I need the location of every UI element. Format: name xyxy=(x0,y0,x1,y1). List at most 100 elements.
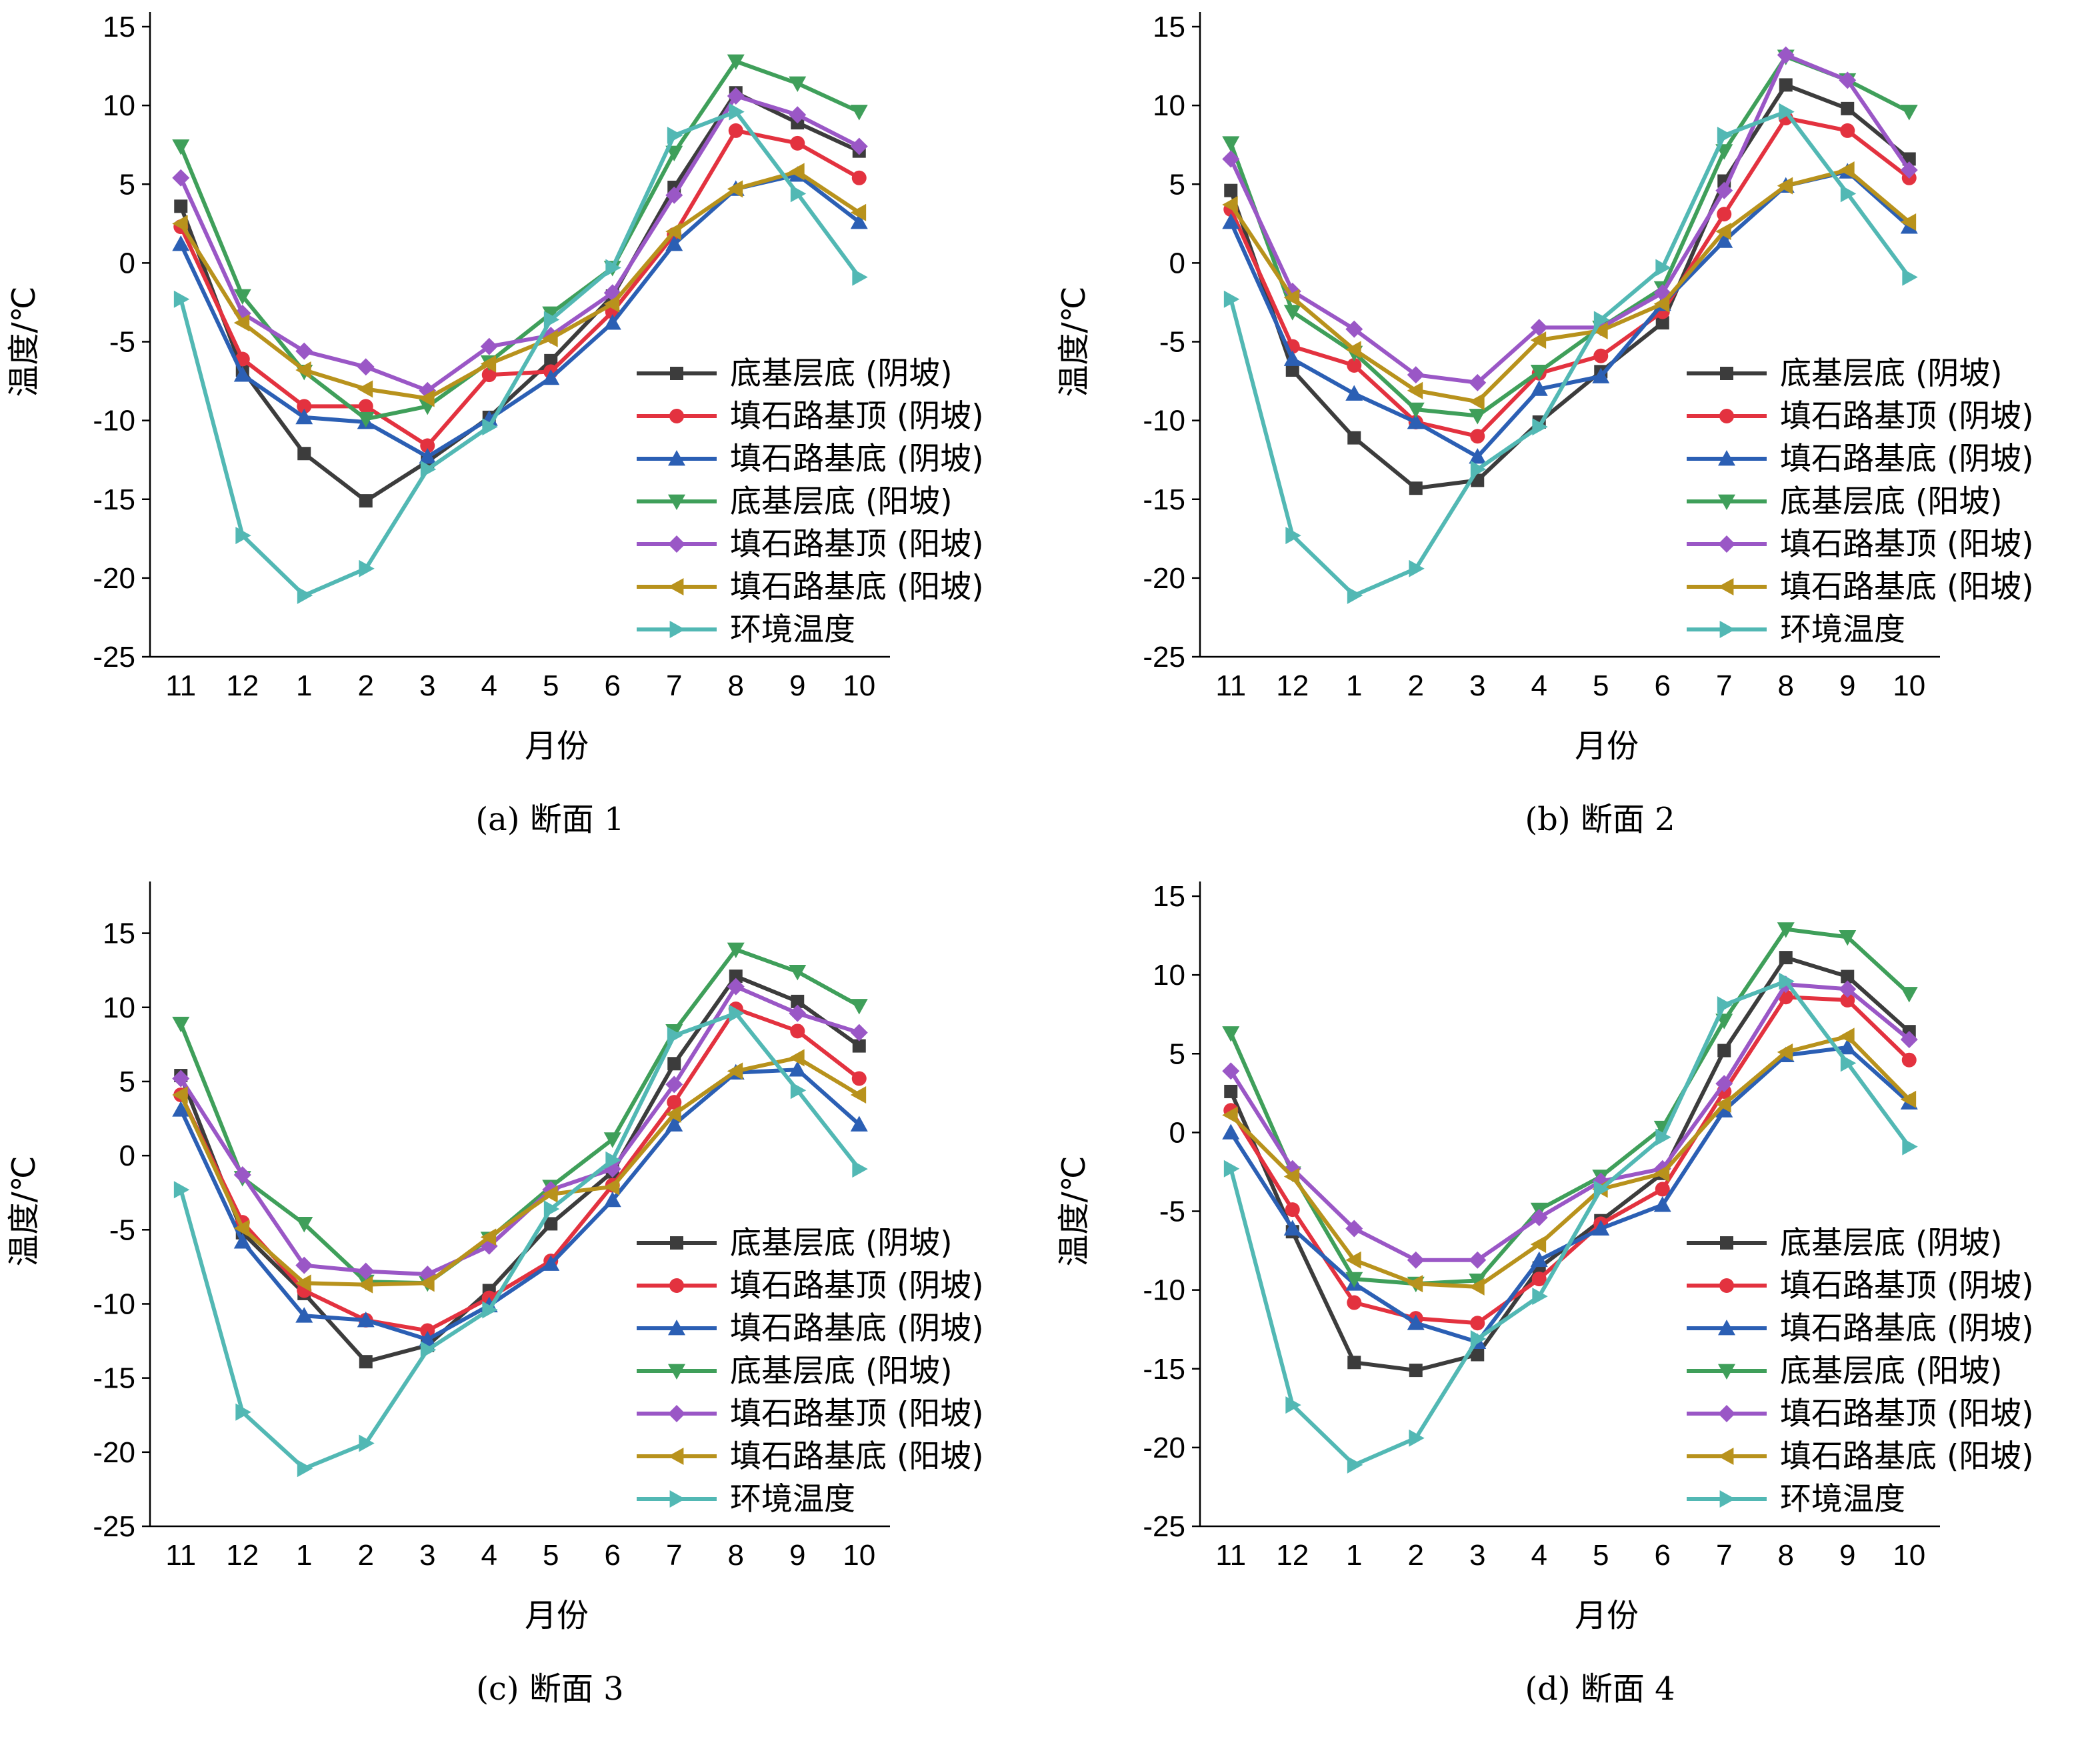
data-point xyxy=(1902,268,1918,286)
x-tick-label: 1 xyxy=(1346,1539,1362,1572)
series-6 xyxy=(172,163,867,407)
chart-panel-b: -25 -20 -15 -10 -5 0 5 10 15 11 12 1 2 3 4 5 6 7 8 9 10 月份 温度/… xyxy=(1050,0,2100,869)
data-point xyxy=(790,185,807,203)
x-tick-label: 1 xyxy=(1346,669,1362,702)
legend-marker xyxy=(1718,578,1734,595)
data-point xyxy=(1409,1429,1425,1447)
legend-item: 底基层底 (阳坡) xyxy=(1687,1353,2003,1390)
data-point xyxy=(480,355,497,373)
data-point xyxy=(789,163,805,181)
x-tick-label: 12 xyxy=(1276,669,1309,702)
data-point xyxy=(1223,1160,1240,1178)
data-point xyxy=(1592,367,1610,383)
data-point xyxy=(1222,1062,1240,1080)
data-point xyxy=(1653,295,1670,313)
data-point xyxy=(1900,1030,1918,1048)
x-tick-label: 11 xyxy=(1215,669,1246,702)
panel-caption: (c) 断面 3 xyxy=(476,1670,623,1708)
data-point xyxy=(790,1082,807,1100)
data-point xyxy=(1777,922,1795,938)
data-point xyxy=(1715,1102,1733,1118)
data-point xyxy=(1717,996,1733,1014)
data-point xyxy=(1222,195,1238,213)
legend-marker xyxy=(669,1278,684,1293)
x-axis-title: 月份 xyxy=(1575,1597,1639,1634)
legend-marker xyxy=(1718,494,1735,510)
legend-item: 底基层底 (阴坡) xyxy=(637,355,953,392)
data-point xyxy=(1840,185,1857,203)
data-point xyxy=(1655,316,1669,330)
data-point xyxy=(1900,1090,1917,1108)
y-tick-label: -25 xyxy=(93,641,135,673)
legend-label: 填石路基底 (阳坡) xyxy=(1780,1438,2034,1475)
legend-label: 底基层底 (阴坡) xyxy=(730,355,953,392)
legend: 底基层底 (阴坡) 填石路基顶 (阴坡) 填石路基底 (阴坡) 底基层底 (阳坡) 填石… xyxy=(637,1225,984,1518)
data-point xyxy=(420,438,435,453)
data-point xyxy=(419,1274,435,1292)
data-point xyxy=(727,87,745,105)
y-tick-label: 0 xyxy=(119,1140,135,1172)
legend-item: 底基层底 (阴坡) xyxy=(637,1225,953,1262)
data-point xyxy=(1592,1220,1610,1236)
data-point xyxy=(1839,930,1857,946)
legend-label: 填石路基底 (阴坡) xyxy=(1780,1310,2034,1347)
y-tick-label: 0 xyxy=(119,247,135,279)
legend-label: 填石路基顶 (阳坡) xyxy=(1780,1396,2034,1432)
data-point xyxy=(359,559,375,577)
y-tick-label: -10 xyxy=(93,1288,135,1320)
legend-label: 填石路基底 (阴坡) xyxy=(730,441,984,477)
data-point xyxy=(174,199,188,213)
y-tick-label: -20 xyxy=(93,1436,135,1469)
data-point xyxy=(1777,1043,1793,1061)
legend-marker xyxy=(1718,1405,1735,1422)
data-point xyxy=(482,1301,498,1319)
data-point xyxy=(1409,481,1423,495)
x-tick-label: 8 xyxy=(1778,669,1794,702)
data-point xyxy=(603,1178,620,1196)
data-point xyxy=(789,1049,805,1067)
data-point xyxy=(233,289,251,305)
x-tick-label: 10 xyxy=(843,669,875,702)
y-axis-title: 温度/℃ xyxy=(5,1156,43,1266)
y-tick-label: 0 xyxy=(1169,1116,1185,1149)
legend-label: 填石路基顶 (阳坡) xyxy=(1780,526,2034,563)
legend-label: 底基层底 (阳坡) xyxy=(730,483,953,520)
x-tick-label: 9 xyxy=(789,1539,805,1572)
data-point xyxy=(1653,1196,1671,1212)
y-tick-label: 5 xyxy=(119,168,135,201)
x-tick-label: 6 xyxy=(605,669,621,702)
x-tick-label: 3 xyxy=(419,669,435,702)
series-7 xyxy=(1223,972,1918,1474)
x-tick-label: 2 xyxy=(1408,1539,1424,1572)
data-point xyxy=(1715,1095,1731,1113)
legend-label: 填石路基底 (阴坡) xyxy=(730,1310,984,1347)
data-point xyxy=(1345,1251,1361,1269)
data-point xyxy=(1717,1044,1731,1058)
legend-marker xyxy=(1720,367,1733,380)
legend-label: 填石路基顶 (阴坡) xyxy=(730,398,984,435)
y-tick-label: -5 xyxy=(109,326,135,359)
data-point xyxy=(1593,311,1610,329)
legend-label: 填石路基底 (阳坡) xyxy=(1780,569,2034,605)
data-point xyxy=(233,1220,250,1238)
data-point xyxy=(1779,951,1793,965)
y-axis-title: 温度/℃ xyxy=(1055,1156,1093,1266)
x-tick-label: 9 xyxy=(789,669,805,702)
data-point xyxy=(173,1181,190,1199)
data-point xyxy=(235,1403,251,1421)
data-point xyxy=(852,268,868,286)
data-point xyxy=(172,1070,190,1088)
data-point xyxy=(850,1024,868,1042)
x-tick-label: 12 xyxy=(1276,1539,1309,1572)
legend: 底基层底 (阴坡) 填石路基顶 (阴坡) 填石路基底 (阴坡) 底基层底 (阳坡) 填石… xyxy=(1687,355,2034,648)
data-point xyxy=(1409,559,1425,577)
panel-caption: (a) 断面 1 xyxy=(475,801,624,838)
legend-marker xyxy=(668,578,684,595)
y-tick-label: -15 xyxy=(1143,1353,1185,1386)
series-3 xyxy=(172,1061,868,1347)
y-tick-label: -20 xyxy=(1143,562,1185,595)
series-line xyxy=(1229,53,1911,385)
data-point xyxy=(1839,980,1857,998)
data-point xyxy=(1779,972,1795,990)
x-tick-label: 9 xyxy=(1839,1539,1855,1572)
